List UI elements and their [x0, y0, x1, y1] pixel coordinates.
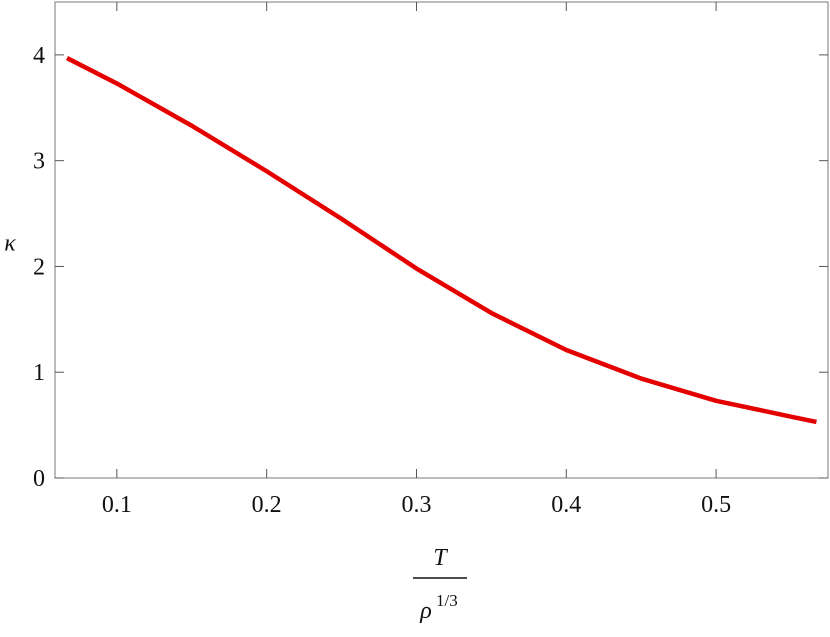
- x-label-exponent: 1/3: [436, 591, 458, 610]
- x-tick-label: 0.4: [551, 492, 581, 518]
- data-line: [65, 56, 817, 425]
- y-tick-label: 1: [33, 360, 45, 386]
- x-tick-label: 0.2: [252, 492, 282, 518]
- plot-frame: [54, 1, 829, 479]
- y-tick-label: 4: [33, 43, 45, 69]
- y-axis-label: κ: [4, 231, 16, 257]
- y-tick-label: 0: [33, 466, 45, 492]
- y-tick-label: 3: [33, 149, 45, 175]
- x-tick-label: 0.5: [701, 492, 731, 518]
- x-label-numerator: T: [433, 545, 448, 571]
- x-label-denominator: ρ: [419, 598, 432, 624]
- x-tick-label: 0.3: [401, 492, 431, 518]
- y-tick-label: 2: [33, 254, 45, 280]
- x-tick-label: 0.1: [102, 492, 132, 518]
